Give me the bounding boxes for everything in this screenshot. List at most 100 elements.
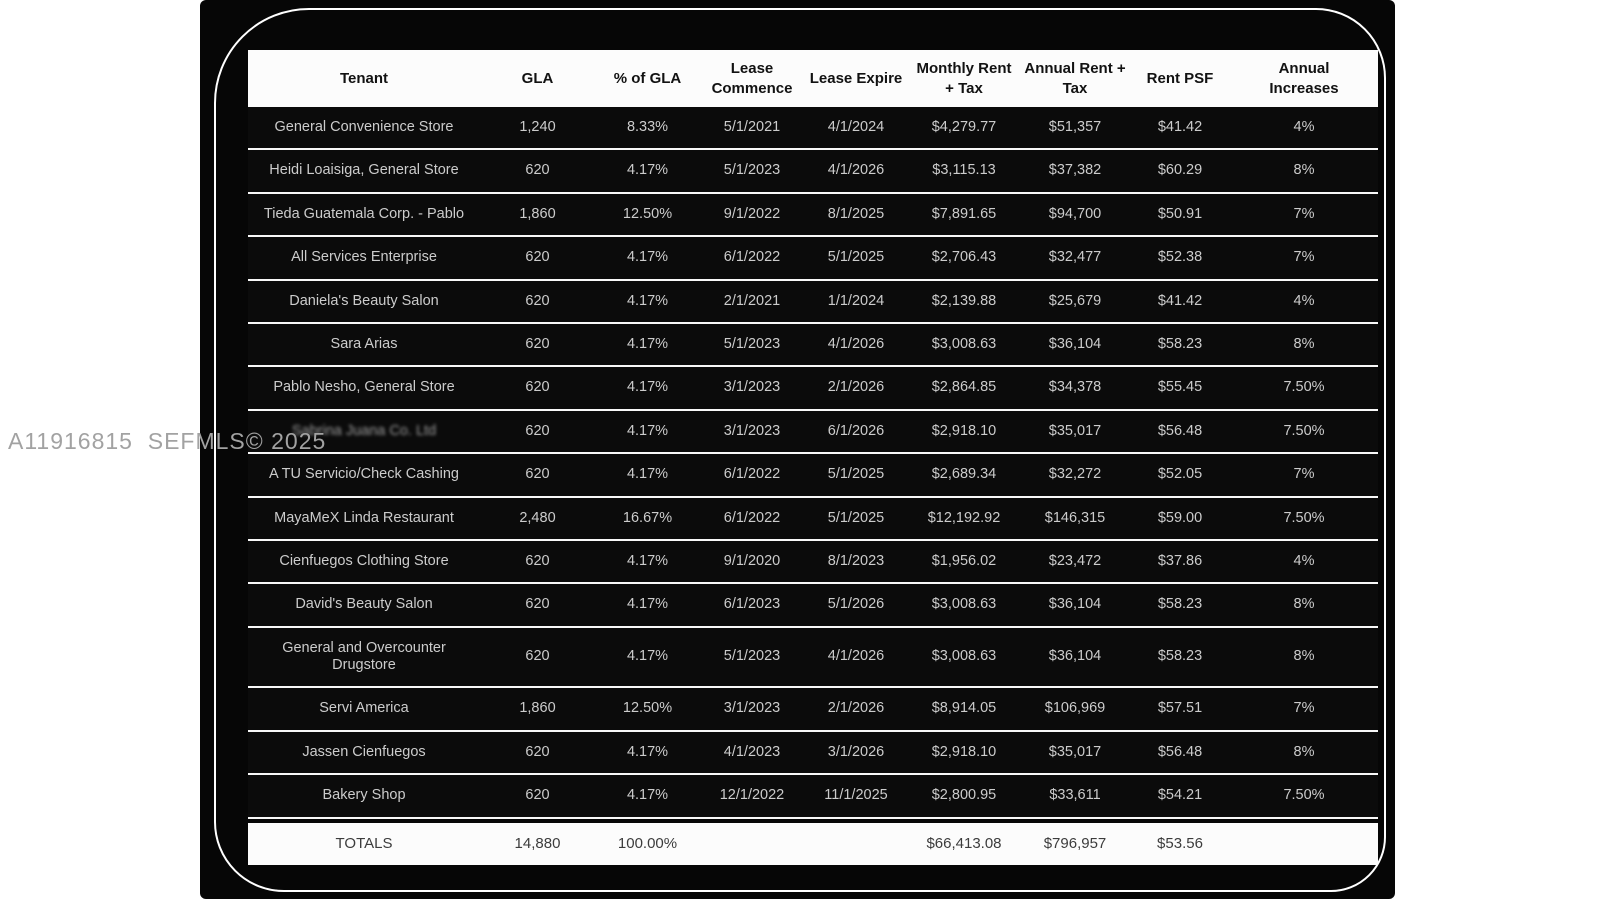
tenant-name: Bakery Shop — [322, 787, 406, 804]
cell-pct-gla: 8.33% — [595, 107, 700, 151]
cell-lease-commence: 3/1/2023 — [700, 688, 804, 732]
cell-annual-rent: $33,611 — [1020, 775, 1130, 819]
tenant-name: A TU Servicio/Check Cashing — [269, 466, 459, 483]
cell-lease-commence: 9/1/2022 — [700, 193, 804, 238]
cell-rent-psf: $41.42 — [1130, 280, 1230, 324]
cell-pct-gla: 4.17% — [595, 775, 700, 819]
cell-lease-expire: 4/1/2026 — [804, 323, 908, 368]
cell-annual-increase: 8% — [1230, 150, 1378, 194]
col-header-label: Lease Commence — [711, 60, 793, 97]
cell-rent-psf: $58.23 — [1130, 627, 1230, 689]
cell-lease-expire: 2/1/2026 — [804, 688, 908, 732]
cell-gla: 620 — [480, 367, 595, 411]
table-row: Jassen Cienfuegos 620 4.17% 4/1/2023 3/1… — [248, 731, 1378, 776]
rent-roll-table: Tenant GLA % of GLA Lease Commence Lease… — [248, 50, 1378, 865]
cell-pct-gla: 16.67% — [595, 497, 700, 541]
cell-rent-psf: $37.86 — [1130, 540, 1230, 585]
cell-annual-increase: 7.50% — [1230, 775, 1378, 819]
cell-tenant: A TU Servicio/Check Cashing — [248, 454, 480, 498]
totals-pct-gla: 100.00% — [595, 818, 700, 865]
col-header-label: Rent PSF — [1146, 69, 1214, 87]
cell-lease-commence: 5/1/2023 — [700, 150, 804, 194]
cell-lease-commence: 6/1/2022 — [700, 237, 804, 281]
cell-lease-expire: 5/1/2026 — [804, 584, 908, 628]
cell-lease-commence: 6/1/2023 — [700, 584, 804, 628]
cell-annual-rent: $51,357 — [1020, 107, 1130, 151]
col-header-lease-commence: Lease Commence — [700, 50, 804, 107]
cell-annual-increase: 4% — [1230, 280, 1378, 324]
cell-annual-increase: 7% — [1230, 688, 1378, 732]
cell-gla: 620 — [480, 775, 595, 819]
cell-pct-gla: 4.17% — [595, 584, 700, 628]
cell-monthly-rent: $3,008.63 — [908, 627, 1020, 689]
cell-gla: 620 — [480, 627, 595, 689]
cell-monthly-rent: $1,956.02 — [908, 540, 1020, 585]
cell-annual-increase: 7.50% — [1230, 367, 1378, 411]
cell-pct-gla: 4.17% — [595, 454, 700, 498]
cell-annual-increase: 8% — [1230, 323, 1378, 368]
cell-lease-commence: 5/1/2023 — [700, 323, 804, 368]
cell-annual-rent: $36,104 — [1020, 584, 1130, 628]
cell-annual-rent: $32,477 — [1020, 237, 1130, 281]
cell-gla: 1,860 — [480, 193, 595, 238]
cell-annual-increase: 7% — [1230, 237, 1378, 281]
table-row: Sara Arias 620 4.17% 5/1/2023 4/1/2026 $… — [248, 323, 1378, 368]
cell-monthly-rent: $2,139.88 — [908, 280, 1020, 324]
mls-watermark: A11916815 SEFMLS© 2025 — [8, 428, 327, 454]
cell-annual-increase: 7% — [1230, 454, 1378, 498]
cell-annual-rent: $25,679 — [1020, 280, 1130, 324]
cell-rent-psf: $54.21 — [1130, 775, 1230, 819]
cell-lease-commence: 9/1/2020 — [700, 540, 804, 585]
table-row: Daniela's Beauty Salon 620 4.17% 2/1/202… — [248, 280, 1378, 324]
cell-monthly-rent: $2,706.43 — [908, 237, 1020, 281]
table-row: General Convenience Store 1,240 8.33% 5/… — [248, 107, 1378, 151]
table-row: General and Overcounter Drugstore 620 4.… — [248, 627, 1378, 689]
cell-monthly-rent: $3,008.63 — [908, 323, 1020, 368]
cell-pct-gla: 4.17% — [595, 323, 700, 368]
cell-tenant: General and Overcounter Drugstore — [248, 627, 480, 689]
cell-lease-expire: 4/1/2026 — [804, 150, 908, 194]
cell-pct-gla: 4.17% — [595, 731, 700, 776]
tenant-name: General Convenience Store — [274, 119, 454, 135]
tenant-name-obscured: Sabrina Juana Co. Ltd — [291, 422, 437, 439]
cell-gla: 2,480 — [480, 497, 595, 541]
cell-lease-expire: 8/1/2025 — [804, 193, 908, 238]
cell-monthly-rent: $4,279.77 — [908, 107, 1020, 151]
table-body: General Convenience Store 1,240 8.33% 5/… — [248, 107, 1378, 819]
cell-monthly-rent: $2,918.10 — [908, 410, 1020, 455]
table-row: Bakery Shop 620 4.17% 12/1/2022 11/1/202… — [248, 775, 1378, 819]
cell-tenant: Tieda Guatemala Corp. - Pablo — [248, 193, 480, 238]
totals-annual-rent: $796,957 — [1020, 818, 1130, 865]
tenant-name: All Services Enterprise — [291, 249, 437, 266]
table-row: Sabrina Juana Co. Ltd 620 4.17% 3/1/2023… — [248, 410, 1378, 455]
cell-rent-psf: $58.23 — [1130, 323, 1230, 368]
cell-tenant: MayaMeX Linda Restaurant — [248, 497, 480, 541]
col-header-rent-psf: Rent PSF — [1130, 50, 1230, 107]
cell-lease-expire: 2/1/2026 — [804, 367, 908, 411]
col-header-label: Monthly Rent + Tax — [916, 60, 1012, 97]
tenant-name: Heidi Loaisiga, General Store — [269, 162, 459, 179]
table-row: Tieda Guatemala Corp. - Pablo 1,860 12.5… — [248, 193, 1378, 238]
cell-tenant: Pablo Nesho, General Store — [248, 367, 480, 411]
cell-annual-rent: $32,272 — [1020, 454, 1130, 498]
cell-lease-expire: 5/1/2025 — [804, 237, 908, 281]
cell-lease-expire: 3/1/2026 — [804, 731, 908, 776]
cell-pct-gla: 4.17% — [595, 150, 700, 194]
col-header-monthly-rent: Monthly Rent + Tax — [908, 50, 1020, 107]
cell-lease-commence: 12/1/2022 — [700, 775, 804, 819]
col-header-label: GLA — [521, 69, 554, 87]
cell-annual-increase: 7% — [1230, 193, 1378, 238]
cell-tenant: Servi America — [248, 688, 480, 732]
cell-annual-rent: $37,382 — [1020, 150, 1130, 194]
cell-gla: 1,860 — [480, 688, 595, 732]
table-row: A TU Servicio/Check Cashing 620 4.17% 6/… — [248, 454, 1378, 498]
cell-lease-commence: 3/1/2023 — [700, 410, 804, 455]
cell-tenant: Sabrina Juana Co. Ltd — [248, 410, 480, 455]
cell-lease-expire: 8/1/2023 — [804, 540, 908, 585]
cell-annual-increase: 8% — [1230, 731, 1378, 776]
cell-lease-expire: 1/1/2024 — [804, 280, 908, 324]
cell-monthly-rent: $2,918.10 — [908, 731, 1020, 776]
col-header-tenant: Tenant — [248, 50, 480, 107]
col-header-label: Tenant — [339, 69, 389, 87]
cell-tenant: Jassen Cienfuegos — [248, 731, 480, 776]
